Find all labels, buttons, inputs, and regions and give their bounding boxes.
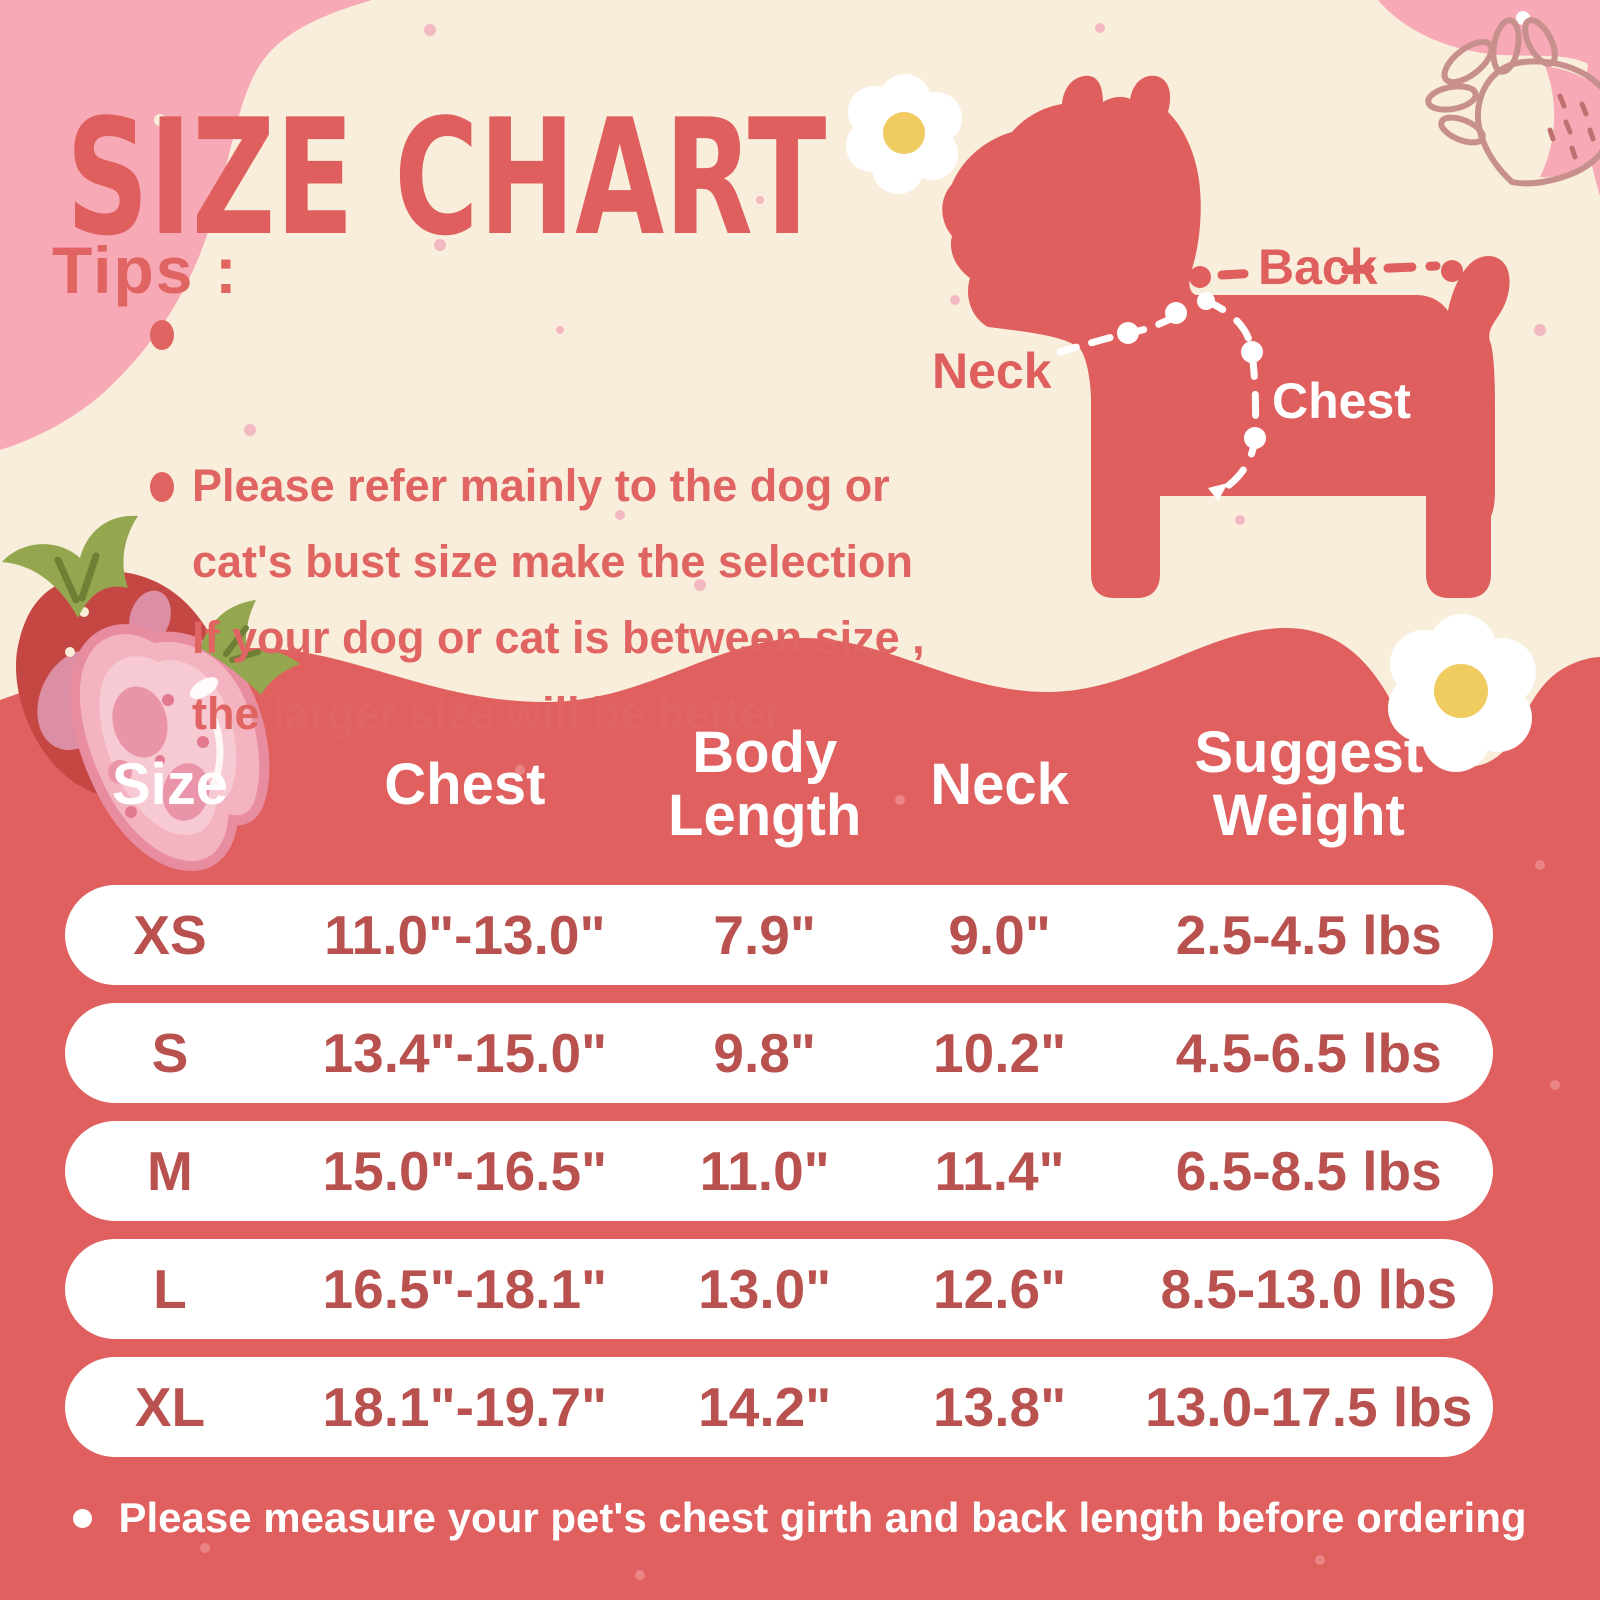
tip-item-2: If your dog or cat is between size , the… — [150, 448, 952, 752]
size-table: Size Chest Body Length Neck Suggest Weig… — [65, 700, 1493, 1457]
cell-body: 13.0" — [698, 1258, 832, 1320]
back-label: Back — [1258, 239, 1378, 295]
cell-neck: 13.8" — [933, 1376, 1067, 1438]
cell-weight: 13.0-17.5 lbs — [1145, 1376, 1473, 1438]
table-header-row: Size Chest Body Length Neck Suggest Weig… — [65, 700, 1493, 870]
cell-size: XS — [133, 904, 207, 966]
cell-weight: 4.5-6.5 lbs — [1175, 1022, 1442, 1084]
cell-body: 7.9" — [713, 904, 816, 966]
dog-diagram — [942, 75, 1510, 599]
cell-weight: 6.5-8.5 lbs — [1175, 1140, 1442, 1202]
cell-neck: 11.4" — [934, 1140, 1065, 1202]
column-header-weight: Suggest Weight — [1194, 720, 1424, 848]
bullet-icon — [150, 472, 174, 502]
cell-chest: 13.4"-15.0" — [322, 1022, 608, 1084]
cell-weight: 8.5-13.0 lbs — [1160, 1258, 1458, 1320]
footer-note: Please measure your pet's chest girth an… — [0, 1494, 1600, 1542]
cell-weight: 2.5-4.5 lbs — [1175, 904, 1442, 966]
bullet-icon — [150, 320, 174, 350]
flower-icon-top — [846, 74, 962, 194]
table-row-l: L 16.5"-18.1" 13.0" 12.6" 8.5-13.0 lbs — [65, 1239, 1493, 1339]
cell-chest: 15.0"-16.5" — [322, 1140, 608, 1202]
pink-blob-top-right — [1378, 0, 1600, 196]
bullet-icon — [73, 1508, 93, 1528]
table-row-s: S 13.4"-15.0" 9.8" 10.2" 4.5-6.5 lbs — [65, 1003, 1493, 1103]
red-wave-section — [0, 627, 1600, 1600]
pink-blob-top-left — [0, 0, 372, 450]
tips-heading: Tips : — [52, 233, 239, 307]
cell-neck: 10.2" — [933, 1022, 1067, 1084]
strawberry-outline-icon — [1425, 17, 1600, 187]
chest-measure-arc — [1197, 292, 1266, 501]
cell-neck: 12.6" — [933, 1258, 1067, 1320]
footer-note-text: Please measure your pet's chest girth an… — [118, 1494, 1527, 1541]
neck-label: Neck — [932, 343, 1052, 399]
cell-chest: 18.1"-19.7" — [322, 1376, 608, 1438]
column-header-chest: Chest — [384, 751, 546, 817]
cell-size: M — [147, 1140, 193, 1202]
column-header-size: Size — [111, 751, 228, 817]
cell-neck: 9.0" — [948, 904, 1051, 966]
strawberry-heart-icon — [70, 600, 300, 872]
flower-icon-wave — [1388, 614, 1536, 772]
cell-size: L — [153, 1258, 187, 1320]
cell-size: S — [151, 1022, 189, 1084]
cell-body: 11.0" — [699, 1140, 830, 1202]
cell-chest: 11.0"-13.0" — [324, 904, 606, 966]
column-header-neck: Neck — [930, 751, 1069, 817]
tip-item-1: Please refer mainly to the dog or cat's … — [150, 296, 952, 600]
column-header-body-length: Body Length — [668, 720, 862, 848]
table-row-xs: XS 11.0"-13.0" 7.9" 9.0" 2.5-4.5 lbs — [65, 885, 1493, 985]
tip-text-2: If your dog or cat is between size , the… — [192, 612, 925, 739]
cell-chest: 16.5"-18.1" — [322, 1258, 608, 1320]
back-measure-line — [1189, 260, 1463, 288]
tip-text-1: Please refer mainly to the dog or cat's … — [192, 460, 913, 587]
table-row-m: M 15.0"-16.5" 11.0" 11.4" 6.5-8.5 lbs — [65, 1121, 1493, 1221]
table-row-xl: XL 18.1"-19.7" 14.2" 13.8" 13.0-17.5 lbs — [65, 1357, 1493, 1457]
cell-body: 14.2" — [698, 1376, 832, 1438]
dog-silhouette — [942, 75, 1510, 599]
chest-label: Chest — [1272, 373, 1411, 429]
speckles-pink-corner — [80, 114, 166, 230]
neck-measure-arc — [1056, 302, 1187, 356]
cell-body: 9.8" — [713, 1022, 816, 1084]
page-title: SIZE CHART — [66, 84, 827, 271]
cell-size: XL — [134, 1376, 206, 1438]
